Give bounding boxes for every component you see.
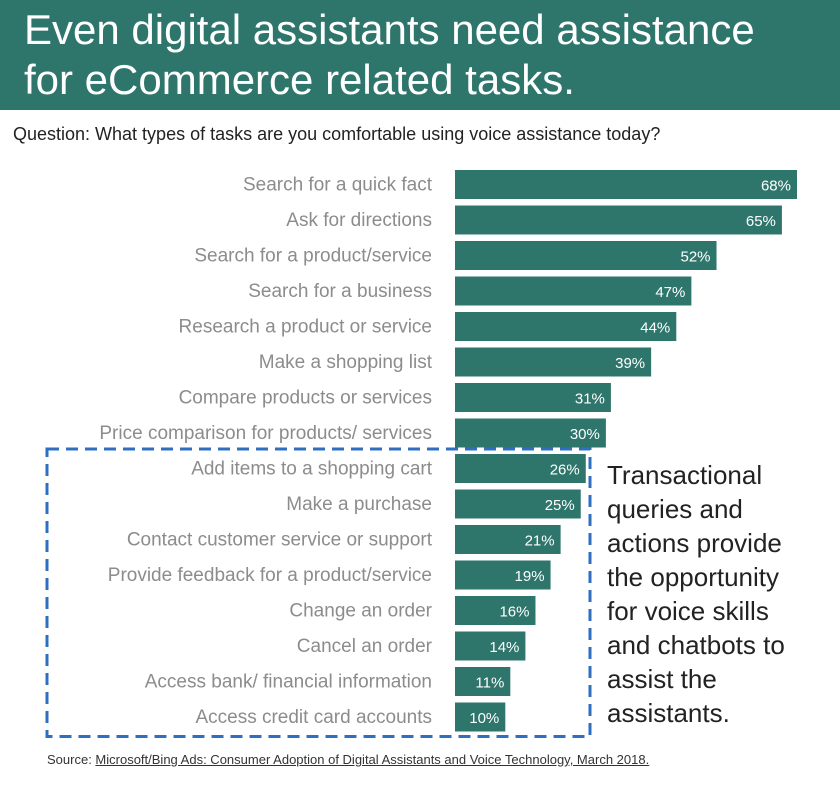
- value-label: 68%: [761, 178, 791, 195]
- source-prefix: Source:: [47, 752, 96, 767]
- value-label: 52%: [680, 249, 710, 266]
- bar: [455, 667, 511, 696]
- value-label: 21%: [525, 533, 555, 550]
- category-label: Compare products or services: [179, 388, 432, 409]
- bar: [455, 489, 581, 519]
- value-label: 44%: [640, 320, 670, 337]
- value-label: 30%: [570, 426, 600, 443]
- annotation-line: assistants.: [607, 698, 730, 728]
- category-label: Research a product or service: [179, 317, 432, 338]
- category-label: Cancel an order: [297, 636, 433, 657]
- bar: [455, 560, 551, 590]
- source-note: Source: Microsoft/Bing Ads: Consumer Ado…: [47, 752, 649, 767]
- bar: [455, 596, 536, 625]
- category-label: Provide feedback for a product/service: [108, 565, 432, 586]
- bar: [455, 170, 797, 199]
- bar: [455, 525, 561, 554]
- question-text: Question: What types of tasks are you co…: [13, 124, 661, 144]
- source-link[interactable]: Microsoft/Bing Ads: Consumer Adoption of…: [95, 752, 650, 767]
- category-label: Make a purchase: [286, 494, 432, 515]
- bar: [455, 347, 652, 377]
- category-label: Search for a product/service: [194, 246, 432, 267]
- value-label: 26%: [550, 462, 580, 479]
- bar: [455, 205, 782, 235]
- bar: [455, 454, 586, 483]
- category-label: Contact customer service or support: [127, 530, 433, 551]
- bar: [455, 383, 611, 412]
- title-line-1: Even digital assistants need assistance: [24, 6, 755, 53]
- annotation-line: and chatbots to: [607, 630, 785, 660]
- value-label: 19%: [515, 568, 545, 585]
- category-label: Access credit card accounts: [195, 707, 432, 728]
- bar: [455, 241, 717, 270]
- category-label: Search for a quick fact: [243, 175, 433, 196]
- annotation-line: actions provide: [607, 528, 782, 558]
- annotation-line: for voice skills: [607, 596, 769, 626]
- bar: [455, 631, 526, 661]
- annotation-line: Transactional: [607, 460, 763, 490]
- annotation-line: assist the: [607, 664, 717, 694]
- bar: [455, 312, 677, 341]
- value-label: 47%: [655, 284, 685, 301]
- bar: [455, 702, 506, 732]
- category-label: Make a shopping list: [259, 352, 433, 373]
- category-label: Ask for directions: [286, 210, 432, 231]
- value-label: 10%: [469, 710, 499, 727]
- value-label: 39%: [615, 355, 645, 372]
- title-line-2: for eCommerce related tasks.: [24, 56, 575, 103]
- annotation-line: queries and: [607, 494, 743, 524]
- category-label: Access bank/ financial information: [145, 672, 432, 693]
- annotation-text: Transactional queries and actions provid…: [607, 458, 835, 730]
- category-label: Change an order: [289, 601, 432, 622]
- value-label: 16%: [499, 604, 529, 621]
- title-banner: Even digital assistants need assistance …: [0, 0, 840, 110]
- category-label: Search for a business: [248, 281, 432, 302]
- highlight-box: [45, 447, 592, 738]
- bar: [455, 276, 692, 306]
- bar: [455, 418, 606, 448]
- value-label: 11%: [475, 675, 504, 692]
- value-label: 25%: [545, 497, 575, 514]
- value-label: 14%: [489, 639, 519, 656]
- value-label: 65%: [746, 213, 776, 230]
- value-label: 31%: [575, 391, 605, 408]
- annotation-line: the opportunity: [607, 562, 780, 592]
- category-label: Add items to a shopping cart: [191, 459, 433, 480]
- category-label: Price comparison for products/ services: [99, 423, 432, 444]
